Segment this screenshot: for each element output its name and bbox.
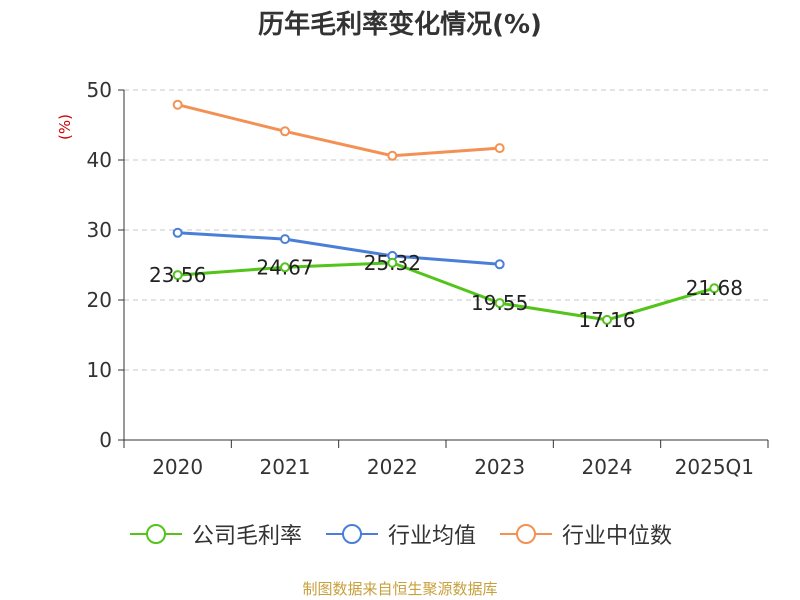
data-label: 21.68 (686, 276, 743, 300)
data-label: 23.56 (149, 263, 206, 287)
x-tick-label: 2022 (367, 455, 418, 479)
legend-item[interactable]: 行业中位数 (498, 518, 672, 550)
legend: 公司毛利率 行业均值 行业中位数 (0, 518, 800, 550)
data-label: 24.67 (256, 255, 313, 279)
x-tick-label: 2020 (152, 455, 203, 479)
legend-label: 行业中位数 (562, 524, 673, 549)
y-tick-label: 10 (87, 358, 112, 382)
data-point (387, 257, 398, 268)
grid-lines (124, 89, 768, 371)
axes: 0 10 20 30 40 50 (%) 2020 2021 2022 2023 2024 2025Q1 (56, 78, 769, 479)
data-label: 25.32 (364, 251, 421, 275)
x-tick-label: 2021 (260, 455, 311, 479)
series-line (177, 261, 715, 322)
legend-item[interactable]: 公司毛利率 (128, 518, 302, 550)
series-line (177, 231, 500, 266)
legend-marker-icon (129, 524, 182, 544)
series-line (177, 103, 500, 158)
x-tick-label: 2023 (474, 455, 525, 479)
data-point (280, 234, 290, 245)
data-point (172, 99, 183, 110)
x-tick-label: 2025Q1 (675, 455, 754, 479)
y-tick-label: 50 (87, 78, 112, 102)
y-tick-label: 20 (87, 288, 112, 312)
data-point (494, 143, 505, 154)
data-point (709, 283, 720, 294)
y-axis-label: (%) (56, 114, 74, 140)
legend-label: 行业均值 (387, 524, 476, 549)
y-tick-label: 0 (99, 428, 112, 452)
data-point (172, 227, 183, 238)
series-lines (172, 99, 720, 325)
data-labels: 23.56 24.67 25.32 19.55 17.16 21.68 (149, 251, 743, 332)
legend-marker-icon (500, 524, 552, 544)
data-point (494, 259, 505, 270)
data-point (494, 298, 505, 309)
y-tick-label: 30 (87, 218, 112, 242)
legend-marker-icon (325, 524, 378, 544)
y-tick-label: 40 (87, 148, 112, 172)
data-point (280, 126, 290, 137)
data-point (602, 314, 612, 325)
source-note: 制图数据来自恒生聚源数据库 (302, 580, 498, 598)
data-label: 19.55 (471, 291, 528, 315)
legend-item[interactable]: 行业均值 (324, 518, 476, 550)
data-point (172, 270, 183, 281)
data-label: 17.16 (578, 308, 635, 332)
x-tick-label: 2024 (582, 455, 633, 479)
data-point (280, 262, 290, 273)
chart-title: 历年毛利率变化情况(%) (258, 10, 542, 40)
data-point (387, 150, 398, 161)
legend-label: 公司毛利率 (191, 524, 302, 549)
